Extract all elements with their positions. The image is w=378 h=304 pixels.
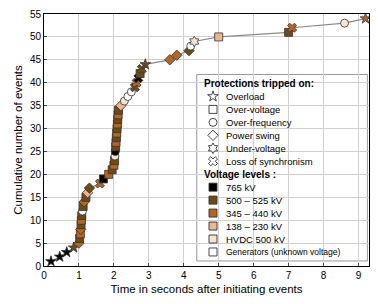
- svg-text:10: 10: [30, 215, 42, 226]
- svg-text:Generators (unknown voltage): Generators (unknown voltage): [226, 247, 341, 257]
- svg-text:0: 0: [41, 270, 47, 281]
- svg-text:765 kV: 765 kV: [226, 182, 256, 193]
- svg-text:Protections tripped on:: Protections tripped on:: [204, 78, 314, 89]
- svg-text:9: 9: [356, 270, 362, 281]
- svg-text:1: 1: [76, 270, 82, 281]
- svg-text:5: 5: [216, 270, 222, 281]
- svg-text:5: 5: [35, 238, 41, 249]
- svg-text:500 – 525 kV: 500 – 525 kV: [226, 195, 283, 206]
- svg-text:Power swing: Power swing: [226, 130, 280, 141]
- svg-text:45: 45: [30, 54, 42, 65]
- svg-text:138 – 230 kV: 138 – 230 kV: [226, 221, 283, 232]
- svg-text:345 – 440 kV: 345 – 440 kV: [226, 208, 283, 219]
- svg-text:Over-frequency: Over-frequency: [226, 117, 292, 128]
- svg-text:Over-voltage: Over-voltage: [226, 104, 280, 115]
- svg-text:6: 6: [251, 270, 257, 281]
- svg-text:Under-voltage: Under-voltage: [226, 143, 286, 154]
- svg-text:HVDC 500 kV: HVDC 500 kV: [226, 234, 286, 245]
- svg-text:Cumulative number of events: Cumulative number of events: [12, 65, 24, 215]
- svg-text:7: 7: [286, 270, 292, 281]
- svg-text:15: 15: [30, 192, 42, 203]
- svg-text:Overload: Overload: [226, 91, 265, 102]
- svg-text:Time in seconds after initiati: Time in seconds after initiating events: [111, 283, 303, 295]
- svg-text:40: 40: [30, 77, 42, 88]
- svg-text:35: 35: [30, 100, 42, 111]
- svg-text:0: 0: [35, 261, 41, 272]
- svg-text:2: 2: [111, 270, 117, 281]
- svg-text:55: 55: [30, 9, 42, 20]
- svg-text:Loss of synchronism: Loss of synchronism: [226, 156, 313, 167]
- svg-text:30: 30: [30, 123, 42, 134]
- svg-text:Voltage levels :: Voltage levels :: [204, 169, 276, 180]
- svg-text:4: 4: [181, 270, 187, 281]
- svg-text:3: 3: [146, 270, 152, 281]
- svg-text:25: 25: [30, 146, 42, 157]
- svg-text:50: 50: [30, 31, 42, 42]
- svg-text:20: 20: [30, 169, 42, 180]
- svg-text:8: 8: [321, 270, 327, 281]
